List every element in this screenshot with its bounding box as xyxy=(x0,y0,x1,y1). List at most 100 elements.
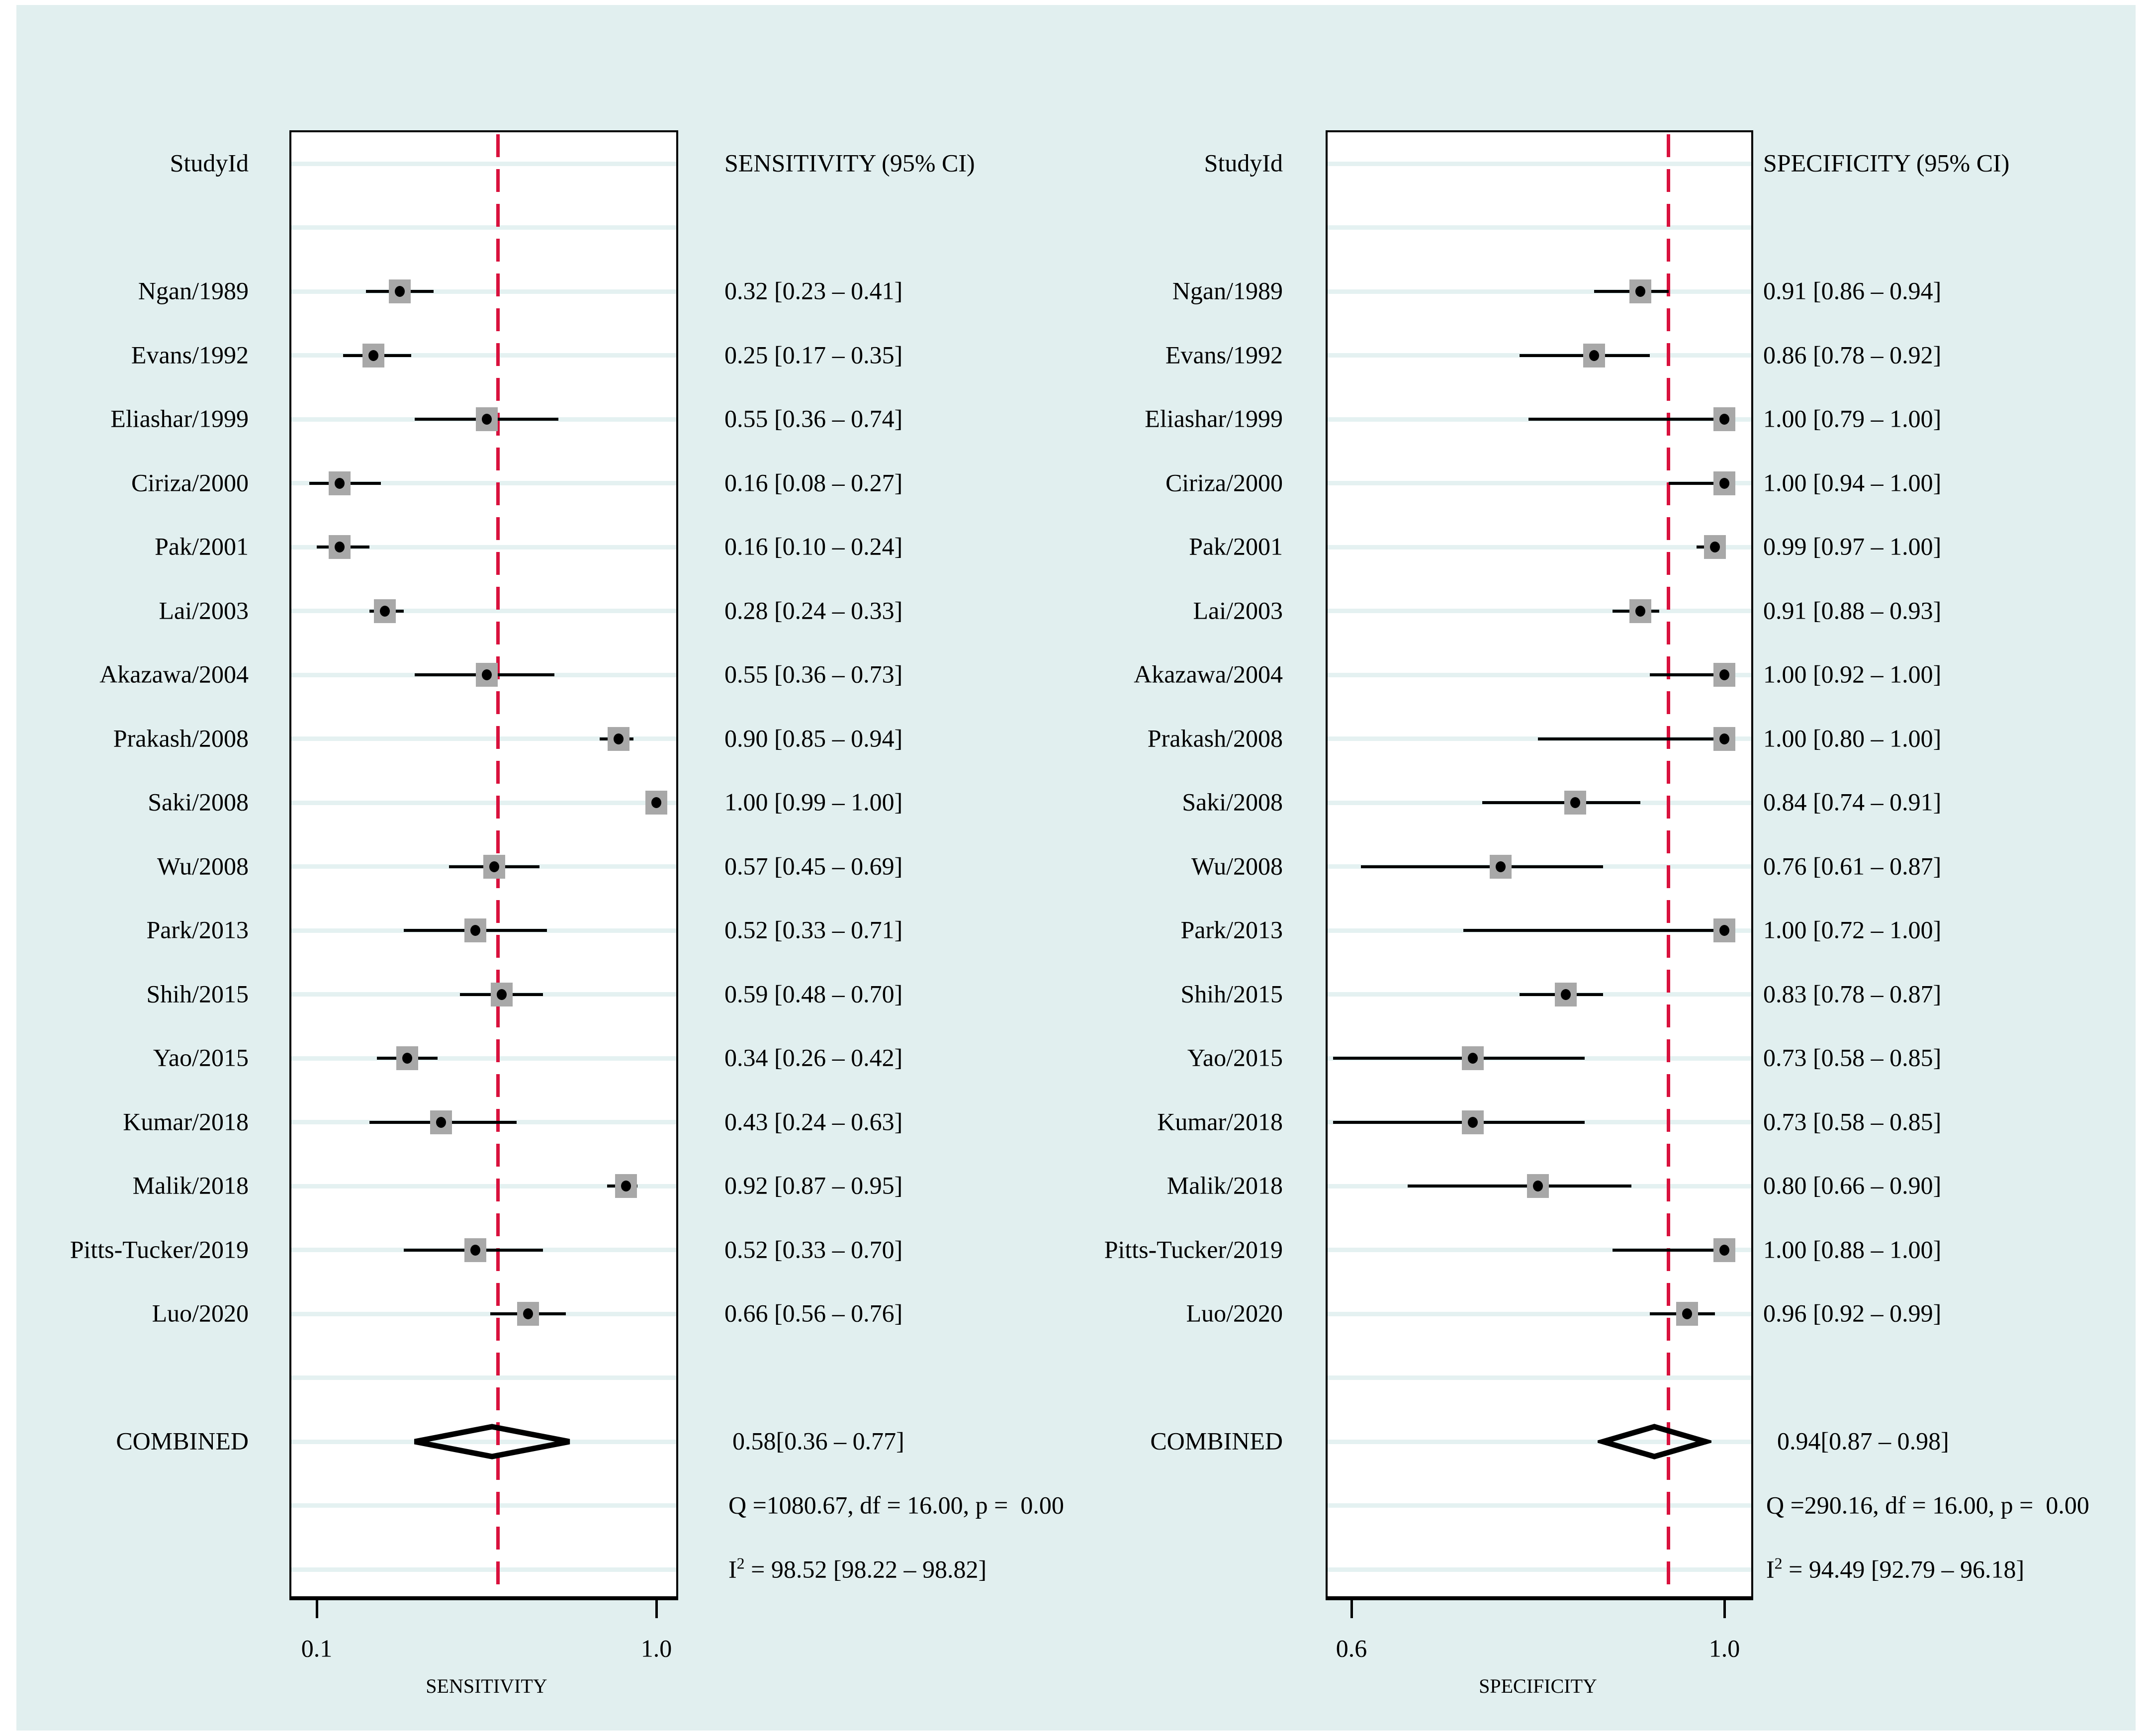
ci-value: 1.00 [0.88 – 1.00] xyxy=(1763,1235,1942,1263)
study-marker-dot xyxy=(1719,1244,1729,1256)
row-stripe xyxy=(1328,481,1751,485)
ci-value: 1.00 [0.79 – 1.00] xyxy=(1763,404,1942,433)
i-squared-value: = 98.52 [98.22 – 98.82] xyxy=(744,1555,987,1583)
ci-value: 0.73 [0.58 – 0.85] xyxy=(1763,1043,1942,1072)
study-label: Evans/1992 xyxy=(1165,340,1283,368)
study-label: Akazawa/2004 xyxy=(99,660,249,688)
study-label: Yao/2015 xyxy=(153,1043,249,1072)
combined-estimate-line xyxy=(1667,134,1670,1596)
row-stripe xyxy=(291,545,676,549)
study-label: Prakash/2008 xyxy=(113,724,249,752)
ci-value: 0.57 [0.45 – 0.69] xyxy=(724,851,903,880)
study-marker-dot xyxy=(394,286,405,297)
study-label: Wu/2008 xyxy=(1191,851,1283,880)
ci-value: 0.91 [0.86 – 0.94] xyxy=(1763,276,1942,305)
study-marker-dot xyxy=(1710,542,1720,552)
ci-value: 0.76 [0.61 – 0.87] xyxy=(1763,851,1942,880)
ci-value: 0.99 [0.97 – 1.00] xyxy=(1763,532,1942,560)
study-label: Kumar/2018 xyxy=(123,1107,249,1135)
ci-line xyxy=(1668,481,1724,485)
study-label: Park/2013 xyxy=(146,915,249,944)
ci-value: 0.73 [0.58 – 0.85] xyxy=(1763,1107,1942,1135)
row-stripe xyxy=(1328,1567,1751,1572)
column-header-values: SENSITIVITY (95% CI) xyxy=(724,149,975,177)
row-stripe xyxy=(291,353,676,358)
study-marker-dot xyxy=(436,1116,447,1128)
ci-value: 0.52 [0.33 – 0.71] xyxy=(724,915,903,944)
study-label: Yao/2015 xyxy=(1187,1043,1283,1072)
study-marker-dot xyxy=(1682,1308,1692,1319)
ci-value: 1.00 [0.92 – 1.00] xyxy=(1763,660,1942,688)
ci-line xyxy=(1482,801,1641,804)
study-marker-dot xyxy=(1719,414,1729,425)
ci-value: 0.52 [0.33 – 0.70] xyxy=(724,1235,903,1263)
study-label: Luo/2020 xyxy=(152,1299,249,1327)
ci-value: 0.32 [0.23 – 0.41] xyxy=(724,276,903,305)
row-stripe xyxy=(1328,672,1751,677)
combined-value: 0.58[0.36 – 0.77] xyxy=(732,1427,904,1455)
ci-value: 0.16 [0.10 – 0.24] xyxy=(724,532,903,560)
study-label: Lai/2003 xyxy=(159,596,249,624)
row-stripe xyxy=(1328,225,1751,230)
ci-value: 1.00 [0.80 – 1.00] xyxy=(1763,724,1942,752)
study-label: Wu/2008 xyxy=(157,851,249,880)
combined-label: COMBINED xyxy=(116,1427,249,1455)
study-marker-dot xyxy=(1496,861,1506,872)
study-marker-dot xyxy=(1533,1181,1543,1191)
row-stripe xyxy=(1328,1375,1751,1380)
row-stripe xyxy=(291,609,676,613)
axis-title: SPECIFICITY xyxy=(1479,1675,1597,1698)
column-header-studyid: StudyId xyxy=(170,149,249,177)
ci-value: 0.66 [0.56 – 0.76] xyxy=(724,1299,903,1327)
axis-tick xyxy=(655,1600,658,1618)
ci-value: 0.55 [0.36 – 0.74] xyxy=(724,404,903,433)
ci-value: 0.96 [0.92 – 0.99] xyxy=(1763,1299,1942,1327)
row-stripe xyxy=(291,1439,676,1444)
study-label: Ngan/1989 xyxy=(138,276,249,305)
study-marker-dot xyxy=(470,1244,480,1256)
study-marker-dot xyxy=(1719,477,1729,489)
study-label: Ciriza/2000 xyxy=(131,468,249,496)
study-label: Shih/2015 xyxy=(1180,979,1283,1007)
ci-line xyxy=(1538,737,1724,740)
row-stripe xyxy=(1328,609,1751,613)
i-squared-sup: 2 xyxy=(736,1554,745,1572)
axis-tick-label: 0.1 xyxy=(301,1634,333,1662)
ci-line xyxy=(1360,865,1604,868)
study-label: Saki/2008 xyxy=(1182,788,1283,816)
ci-value: 0.91 [0.88 – 0.93] xyxy=(1763,596,1942,624)
study-label: Ngan/1989 xyxy=(1172,276,1283,305)
study-label: Lai/2003 xyxy=(1193,596,1283,624)
axis-tick xyxy=(315,1600,318,1618)
study-marker-dot xyxy=(470,925,480,936)
ci-value: 0.84 [0.74 – 0.91] xyxy=(1763,788,1942,816)
study-marker-dot xyxy=(1719,925,1729,936)
study-label: Park/2013 xyxy=(1180,915,1283,944)
study-label: Malik/2018 xyxy=(132,1171,249,1199)
study-marker-dot xyxy=(481,414,492,425)
ci-value: 0.16 [0.08 – 0.27] xyxy=(724,468,903,496)
i-squared-sup: 2 xyxy=(1774,1554,1783,1572)
study-marker-dot xyxy=(489,861,499,872)
ci-value: 1.00 [0.72 – 1.00] xyxy=(1763,915,1942,944)
ci-line xyxy=(1333,1120,1585,1124)
heterogeneity-q: Q =1080.67, df = 16.00, p = 0.00 xyxy=(728,1490,1064,1519)
row-stripe xyxy=(291,225,676,230)
axis-tick-label: 1.0 xyxy=(640,1634,672,1662)
ci-value: 0.28 [0.24 – 0.33] xyxy=(724,596,903,624)
study-marker-dot xyxy=(1719,733,1729,744)
row-stripe xyxy=(291,481,676,485)
row-stripe xyxy=(291,1567,676,1572)
study-marker-dot xyxy=(523,1308,533,1319)
study-marker-dot xyxy=(614,733,624,744)
column-header-values: SPECIFICITY (95% CI) xyxy=(1763,149,2010,177)
study-marker-dot xyxy=(1635,605,1646,617)
row-stripe xyxy=(1328,1311,1751,1316)
study-marker-dot xyxy=(1719,669,1729,680)
study-label: Malik/2018 xyxy=(1166,1171,1283,1199)
study-marker-dot xyxy=(1467,1053,1478,1064)
combined-label: COMBINED xyxy=(1150,1427,1283,1455)
row-stripe xyxy=(1328,161,1751,166)
ci-value: 0.83 [0.78 – 0.87] xyxy=(1763,979,1942,1007)
